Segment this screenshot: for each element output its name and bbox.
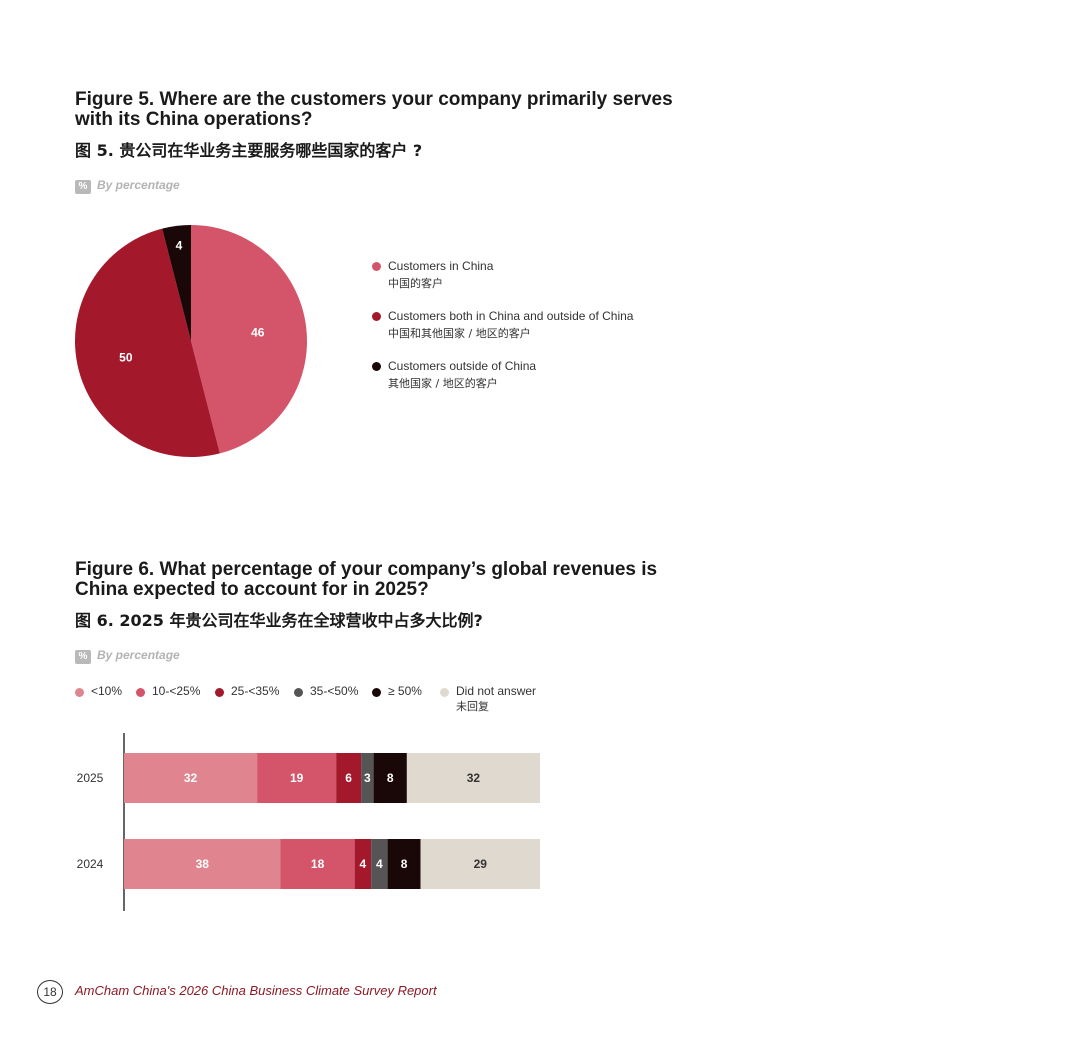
figure5-title: Figure 5. Where are the customers your c… bbox=[75, 89, 673, 130]
bar-data-label: 18 bbox=[311, 857, 325, 871]
legend-dot bbox=[215, 688, 224, 697]
legend-label: ≥ 50% bbox=[388, 684, 422, 698]
legend-label: 10-<25% bbox=[152, 684, 201, 698]
footer-text: AmCham China's 2026 China Business Clima… bbox=[75, 983, 437, 998]
legend-item: Did not answer 未回复 bbox=[440, 684, 536, 714]
bar-data-label: 8 bbox=[401, 857, 408, 871]
figure6-title: Figure 6. What percentage of your compan… bbox=[75, 559, 658, 600]
legend-dot bbox=[136, 688, 145, 697]
bar-segment bbox=[124, 839, 281, 889]
pie-slice bbox=[191, 225, 307, 454]
percent-icon: % bbox=[75, 180, 91, 194]
figure5-unit-note: % By percentage bbox=[75, 176, 180, 194]
bar-data-label: 32 bbox=[184, 771, 198, 785]
bar-segment bbox=[373, 753, 407, 803]
bar-data-label: 8 bbox=[387, 771, 394, 785]
legend-label: Did not answer bbox=[456, 684, 537, 698]
pie-slice bbox=[74, 228, 220, 457]
legend-dot bbox=[372, 312, 381, 321]
bar-data-label: 4 bbox=[360, 857, 367, 871]
pie-data-label: 46 bbox=[251, 326, 265, 340]
pie-chart: 46 50 4 bbox=[74, 225, 307, 457]
bar-segment bbox=[361, 753, 374, 803]
legend-dot bbox=[75, 688, 84, 697]
bar-data-label: 6 bbox=[345, 771, 352, 785]
figure6-unit-note: % By percentage bbox=[75, 646, 180, 664]
bar-segment bbox=[336, 753, 362, 803]
legend-label: <10% bbox=[91, 684, 123, 698]
category-label: 2024 bbox=[77, 857, 104, 871]
legend-item: 35-<50% bbox=[294, 684, 358, 698]
bar-segment bbox=[387, 839, 421, 889]
pie-legend: Customers in China 中国的客户 Customers both … bbox=[372, 258, 692, 392]
bar-data-label: 32 bbox=[467, 771, 481, 785]
bar-segment bbox=[406, 753, 540, 803]
legend-label: 35-<50% bbox=[310, 684, 359, 698]
legend-dot bbox=[294, 688, 303, 697]
legend-item-customers-in-china: Customers in China 中国的客户 bbox=[372, 258, 692, 292]
legend-dot bbox=[372, 362, 381, 371]
bar-data-label: 4 bbox=[376, 857, 383, 871]
legend-label-zh: 中国的客户 bbox=[388, 277, 443, 290]
legend-label-zh: 未回复 bbox=[456, 700, 489, 713]
bar-legend: <10% 10-<25% 25-<35% 35-<50% ≥ 50% Did n… bbox=[75, 684, 595, 720]
bar-data-label: 29 bbox=[474, 857, 488, 871]
figure5-title-zh: 图 5. 贵公司在华业务主要服务哪些国家的客户 ? bbox=[75, 141, 423, 160]
bar-segment bbox=[280, 839, 355, 889]
bar-data-label: 3 bbox=[364, 771, 371, 785]
legend-label: Customers both in China and outside of C… bbox=[388, 309, 634, 323]
legend-item: 10-<25% bbox=[136, 684, 200, 698]
legend-item: <10% bbox=[75, 684, 122, 698]
legend-dot bbox=[372, 262, 381, 271]
percent-icon: % bbox=[75, 650, 91, 664]
figure6-title-zh: 图 6. 2025 年贵公司在华业务在全球营收中占多大比例? bbox=[75, 611, 483, 630]
legend-label-zh: 其他国家 / 地区的客户 bbox=[388, 377, 498, 390]
category-label: 2025 bbox=[77, 771, 104, 785]
bar-data-label: 19 bbox=[290, 771, 304, 785]
pie-slice bbox=[162, 225, 191, 341]
legend-label-zh: 中国和其他国家 / 地区的客户 bbox=[388, 327, 531, 340]
legend-label: Customers outside of China bbox=[388, 359, 537, 373]
legend-dot bbox=[372, 688, 381, 697]
bar-segment bbox=[354, 839, 372, 889]
legend-item: 25-<35% bbox=[215, 684, 279, 698]
pie-data-label: 4 bbox=[176, 238, 183, 252]
legend-item: ≥ 50% bbox=[372, 684, 422, 698]
legend-label: 25-<35% bbox=[231, 684, 280, 698]
unit-label: By percentage bbox=[97, 178, 180, 192]
bar-segment bbox=[124, 753, 258, 803]
unit-label: By percentage bbox=[97, 648, 180, 662]
legend-dot bbox=[440, 688, 449, 697]
legend-label: Customers in China bbox=[388, 259, 494, 273]
bar-segment bbox=[420, 839, 540, 889]
bar-segment bbox=[257, 753, 337, 803]
page-number: 18 bbox=[37, 980, 63, 1004]
bar-data-label: 38 bbox=[196, 857, 210, 871]
legend-item-customers-both: Customers both in China and outside of C… bbox=[372, 308, 692, 342]
pie-data-label: 50 bbox=[119, 351, 133, 365]
bar-segment bbox=[371, 839, 388, 889]
legend-item-customers-outside: Customers outside of China 其他国家 / 地区的客户 bbox=[372, 358, 692, 392]
